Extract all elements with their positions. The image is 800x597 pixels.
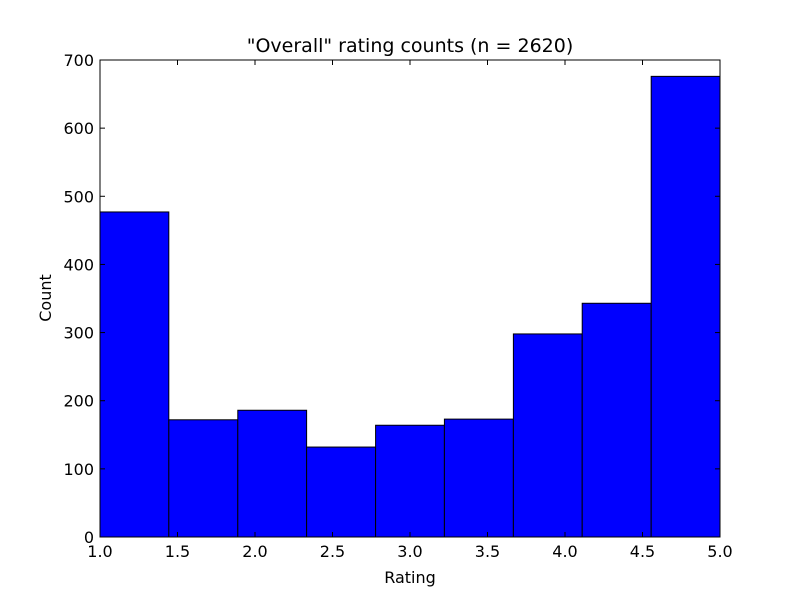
x-axis-ticks: 1.0 1.5 2.0 2.5 3.0 3.5 4.0 4.5 5.0 <box>87 60 733 561</box>
y-tick-label: 500 <box>63 187 94 206</box>
bars-group <box>99 75 721 538</box>
y-tick-label: 0 <box>84 528 94 547</box>
x-axis-label: Rating <box>384 568 436 587</box>
histogram-bar <box>99 211 170 538</box>
histogram-bar <box>168 419 239 538</box>
histogram-bar <box>650 75 721 538</box>
x-tick-label: 4.0 <box>552 542 577 561</box>
y-tick-label: 200 <box>63 392 94 411</box>
x-tick-label: 3.0 <box>397 542 422 561</box>
x-tick-label: 1.0 <box>87 542 112 561</box>
y-tick-label: 300 <box>63 324 94 343</box>
y-tick-label: 100 <box>63 460 94 479</box>
y-axis-label: Count <box>36 274 55 322</box>
histogram-bar <box>375 424 445 538</box>
histogram-bar <box>443 418 514 538</box>
histogram-bar <box>237 409 308 538</box>
histogram-bar <box>581 302 652 538</box>
histogram-bar <box>306 446 377 538</box>
x-tick-label: 1.5 <box>165 542 190 561</box>
x-tick-label: 5.0 <box>707 542 732 561</box>
x-tick-label: 4.5 <box>630 542 655 561</box>
histogram-bar <box>512 333 583 538</box>
x-tick-label: 2.0 <box>242 542 267 561</box>
y-tick-label: 700 <box>63 51 94 70</box>
x-tick-label: 2.5 <box>320 542 345 561</box>
y-tick-label: 400 <box>63 255 94 274</box>
x-tick-label: 3.5 <box>475 542 500 561</box>
y-tick-label: 600 <box>63 119 94 138</box>
y-axis-ticks: 0 100 200 300 400 500 600 700 <box>63 51 720 547</box>
chart-title: "Overall" rating counts (n = 2620) <box>247 35 574 57</box>
